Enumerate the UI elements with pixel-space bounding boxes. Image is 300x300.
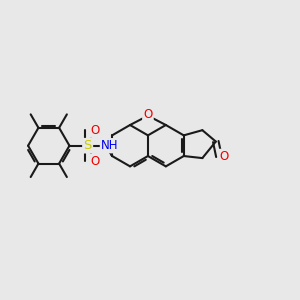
Text: S: S <box>83 139 92 152</box>
Text: O: O <box>219 150 229 163</box>
Text: O: O <box>90 124 99 137</box>
Text: O: O <box>143 108 153 122</box>
Text: O: O <box>90 155 99 168</box>
Text: NH: NH <box>101 139 119 152</box>
